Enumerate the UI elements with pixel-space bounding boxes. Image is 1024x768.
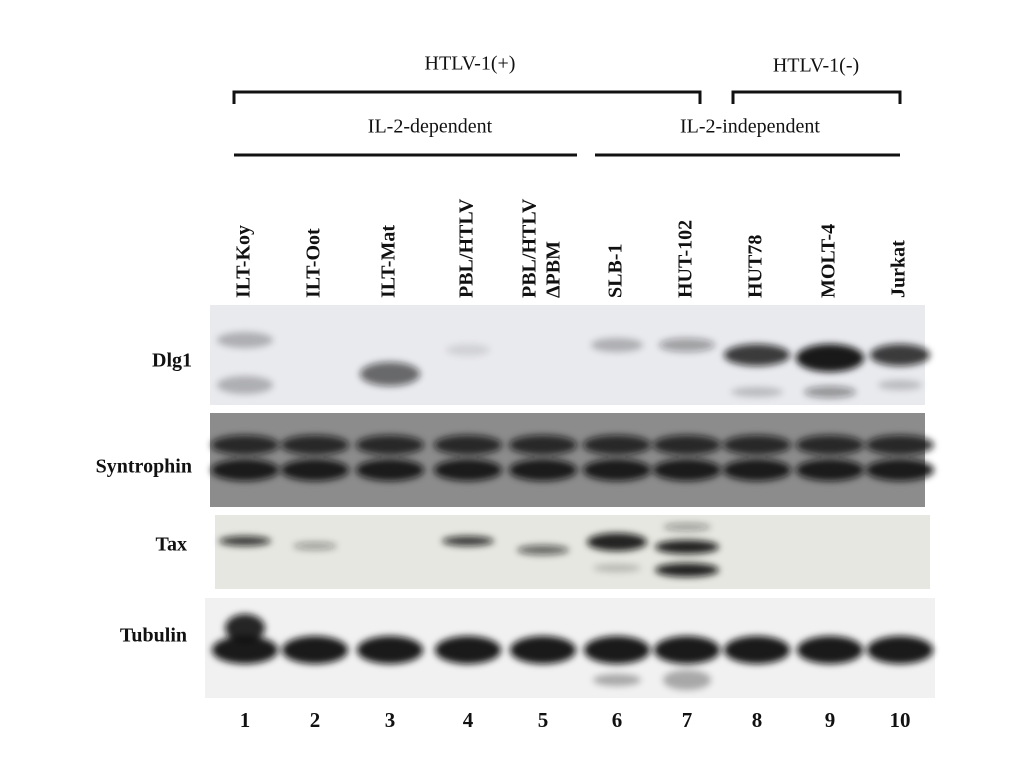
band <box>583 435 651 455</box>
group-label: IL-2-independent <box>680 116 820 138</box>
lane-label: HUT78 <box>745 235 767 298</box>
band <box>804 386 856 398</box>
row-label: Tax <box>155 534 187 556</box>
lane-label: PBL/HTLV <box>456 198 478 298</box>
row-label: Tubulin <box>120 625 187 647</box>
row-label: Dlg1 <box>152 350 192 372</box>
group-label: HTLV-1(-) <box>773 55 859 77</box>
bands <box>211 332 934 690</box>
band <box>281 459 349 481</box>
band <box>517 545 569 555</box>
band <box>281 435 349 455</box>
blot-panel <box>210 413 925 507</box>
band <box>723 459 791 481</box>
band <box>663 523 711 531</box>
band <box>724 344 790 366</box>
band <box>593 564 641 572</box>
lane-number: 4 <box>463 708 474 732</box>
band <box>282 636 348 664</box>
lane-label: ILT-Oot <box>303 228 325 298</box>
band <box>654 636 720 664</box>
lane-number: 1 <box>240 708 251 732</box>
lane-label: ILT-Koy <box>233 225 255 298</box>
lane-number: 3 <box>385 708 396 732</box>
lane-label: Jurkat <box>888 240 910 298</box>
band <box>653 435 721 455</box>
band <box>587 533 647 551</box>
band <box>434 459 502 481</box>
band <box>212 636 278 664</box>
band <box>510 636 576 664</box>
band <box>866 435 934 455</box>
band <box>663 670 711 690</box>
band <box>866 459 934 481</box>
band <box>583 459 651 481</box>
band <box>442 536 494 546</box>
band <box>435 636 501 664</box>
band <box>509 459 577 481</box>
band <box>796 459 864 481</box>
bracket <box>232 90 702 104</box>
band <box>653 459 721 481</box>
band <box>870 344 930 366</box>
band <box>356 435 424 455</box>
row-label: Syntrophin <box>96 456 192 478</box>
band <box>797 636 863 664</box>
group-label: IL-2-dependent <box>368 116 493 138</box>
band <box>434 435 502 455</box>
band <box>867 636 933 664</box>
band <box>796 435 864 455</box>
band <box>217 376 273 394</box>
band <box>446 344 490 356</box>
bracket <box>731 90 902 104</box>
lane-number: 7 <box>682 708 693 732</box>
band <box>724 636 790 664</box>
band <box>584 636 650 664</box>
lane-number: 5 <box>538 708 549 732</box>
band <box>796 344 864 372</box>
band <box>225 614 265 642</box>
band <box>360 362 420 386</box>
lane-number: 9 <box>825 708 836 732</box>
band <box>591 338 643 352</box>
band <box>211 459 279 481</box>
band <box>211 435 279 455</box>
blot-panel <box>215 515 930 589</box>
lane-label: ILT-Mat <box>378 225 400 298</box>
band <box>509 435 577 455</box>
band <box>293 542 337 550</box>
band <box>357 636 423 664</box>
lane-number: 10 <box>890 708 911 732</box>
band <box>655 563 719 577</box>
lane-label: HUT-102 <box>675 220 697 298</box>
lane-number: 2 <box>310 708 321 732</box>
band <box>731 387 783 397</box>
band <box>878 380 922 390</box>
lane-label: MOLT-4 <box>818 224 840 298</box>
band <box>593 674 641 686</box>
band <box>655 540 719 554</box>
lane-number: 6 <box>612 708 623 732</box>
lane-number: 8 <box>752 708 763 732</box>
band <box>723 435 791 455</box>
band <box>219 536 271 546</box>
lane-label: SLB-1 <box>605 244 627 298</box>
lane-label: PBL/HTLV <box>519 198 541 298</box>
group-label: HTLV-1(+) <box>425 53 516 75</box>
lane-label: ΔPBM <box>543 241 565 298</box>
band <box>356 459 424 481</box>
band <box>217 332 273 348</box>
band <box>659 338 715 352</box>
